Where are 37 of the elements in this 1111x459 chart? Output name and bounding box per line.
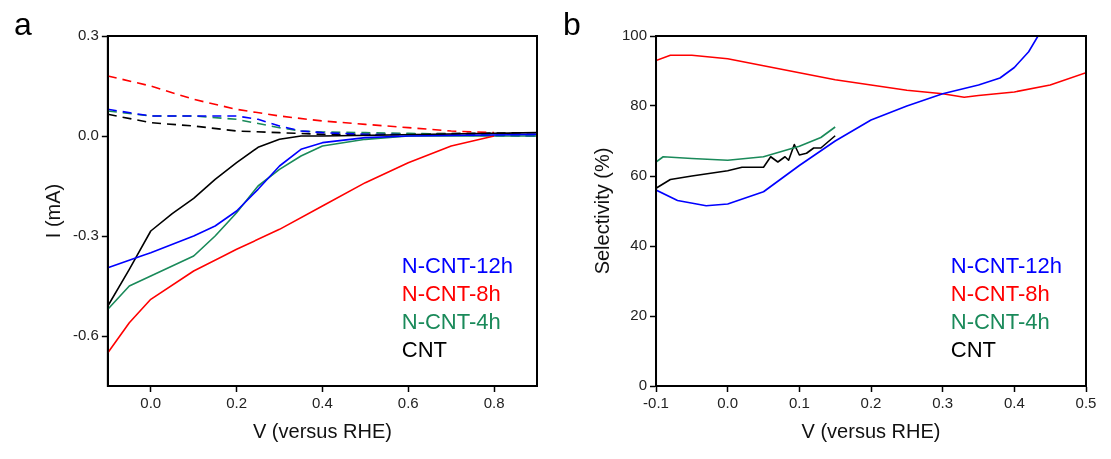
- x-tick-label: 0.4: [311, 394, 333, 412]
- text: N-CNT-8h: [950, 281, 1050, 307]
- x-tick-label: 0.3: [932, 394, 954, 412]
- y-tick-label: 20: [630, 306, 648, 324]
- x-tick-label: 0.2: [226, 394, 248, 412]
- chart-title: a: [14, 5, 32, 42]
- y-axis-title: I (mA): [41, 183, 64, 239]
- y-tick-label: 60: [630, 166, 648, 184]
- x-tick-label: 0.2: [860, 394, 882, 412]
- y-tick-label: 80: [630, 96, 648, 114]
- y-tick-label: 0: [638, 376, 648, 394]
- y-tick-label: 40: [630, 236, 648, 254]
- text: N-CNT-4h: [401, 309, 501, 335]
- text: N-CNT-12h: [401, 253, 513, 279]
- y-tick-label: -0.6: [72, 326, 99, 344]
- text: CNT: [950, 337, 996, 363]
- x-tick-label: 0.8: [483, 394, 505, 412]
- x-axis-title: V (versus RHE): [252, 419, 392, 442]
- y-tick-label: 0.3: [77, 26, 99, 44]
- chart-title: b: [563, 5, 581, 42]
- text: CNT: [401, 337, 447, 363]
- x-tick-label: -0.1: [643, 394, 669, 412]
- x-tick-label: 0.6: [397, 394, 419, 412]
- line-series: [107, 75, 495, 134]
- x-tick-label: 0.0: [717, 394, 739, 412]
- text: N-CNT-12h: [950, 253, 1062, 279]
- text: N-CNT-4h: [950, 309, 1050, 335]
- y-tick-label: 0.0: [77, 126, 99, 144]
- y-tick-label: 100: [622, 26, 648, 44]
- y-axis-title: Selectivity (%): [590, 147, 613, 275]
- x-tick-label: 0.1: [788, 394, 810, 412]
- y-tick-label: -0.3: [72, 226, 99, 244]
- text: N-CNT-8h: [401, 281, 501, 307]
- x-tick-label: 0.4: [1003, 394, 1025, 412]
- x-tick-label: 0.0: [140, 394, 162, 412]
- x-axis-title: V (versus RHE): [801, 419, 941, 442]
- x-tick-label: 0.5: [1075, 394, 1097, 412]
